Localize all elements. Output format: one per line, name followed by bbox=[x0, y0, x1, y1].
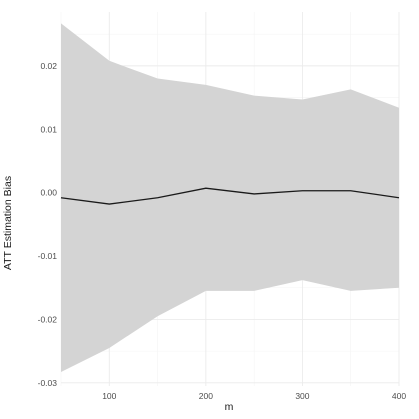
y-tick-labels: -0.03 -0.02 -0.01 0.00 0.01 0.02 bbox=[38, 61, 58, 388]
x-tick-label: 200 bbox=[199, 391, 213, 401]
x-tick-labels: 100 200 300 400 bbox=[102, 391, 406, 401]
y-tick-label: 0.01 bbox=[40, 124, 57, 134]
y-tick-label: 0.00 bbox=[40, 188, 57, 198]
y-tick-label: -0.03 bbox=[38, 378, 58, 388]
y-tick-label: 0.02 bbox=[40, 61, 57, 71]
series-line bbox=[60, 187, 400, 205]
x-tick-label: 100 bbox=[102, 391, 116, 401]
y-axis-title: ATT Estimation Bias bbox=[2, 176, 14, 270]
x-tick-label: 400 bbox=[392, 391, 406, 401]
y-tick-label: -0.02 bbox=[38, 314, 58, 324]
x-axis-title: m bbox=[225, 401, 234, 413]
x-tick-label: 300 bbox=[295, 391, 309, 401]
confidence-band-layer bbox=[61, 23, 399, 373]
series-line-layer bbox=[60, 187, 400, 205]
confidence-band bbox=[61, 23, 399, 373]
y-tick-label: -0.01 bbox=[38, 251, 58, 261]
